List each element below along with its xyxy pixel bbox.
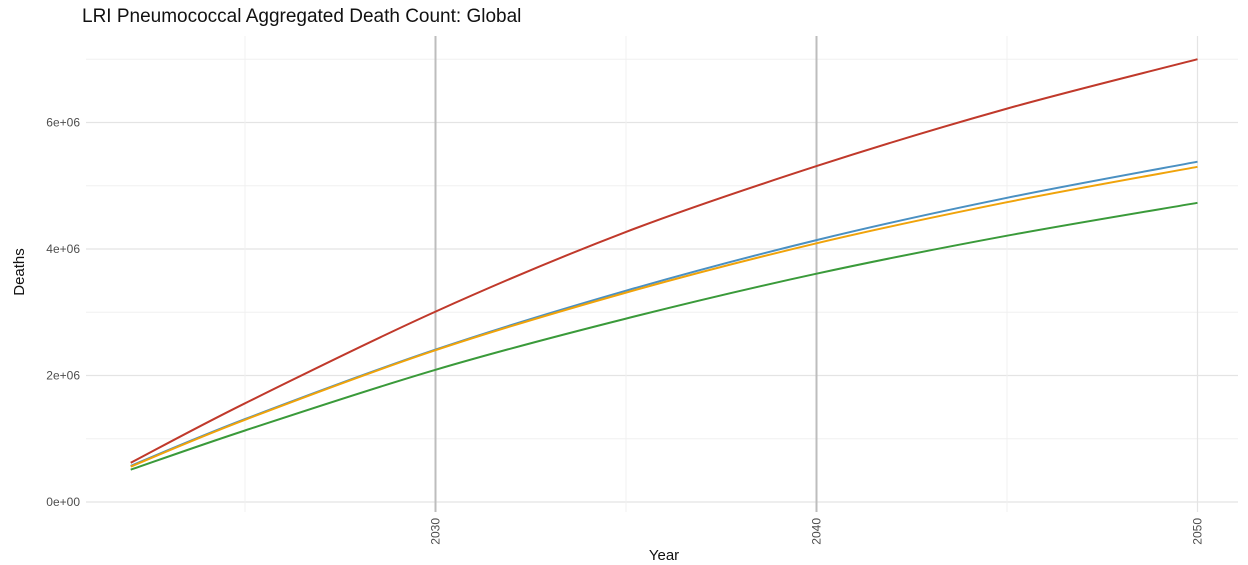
x-axis-title: Year [649,547,679,564]
y-tick-label: 6e+06 [46,116,80,130]
x-tick-label: 2040 [810,518,824,545]
y-tick-label: 2e+06 [46,369,80,383]
series-line [130,165,1198,468]
series-line [130,201,1198,471]
chart-title: LRI Pneumococcal Aggregated Death Count:… [82,6,522,27]
x-tick-label: 2030 [429,518,443,545]
tick-labels: 0e+00 2e+06 4e+06 6e+06 2030 2040 2050 [46,116,1204,545]
series-line [130,160,1198,467]
series-line [130,58,1198,464]
grid [86,36,1238,512]
y-axis-title: Deaths [11,248,28,296]
y-tick-label: 0e+00 [46,495,80,509]
x-tick-label: 2050 [1191,518,1205,545]
series-lines [130,58,1198,471]
y-tick-label: 4e+06 [46,242,80,256]
